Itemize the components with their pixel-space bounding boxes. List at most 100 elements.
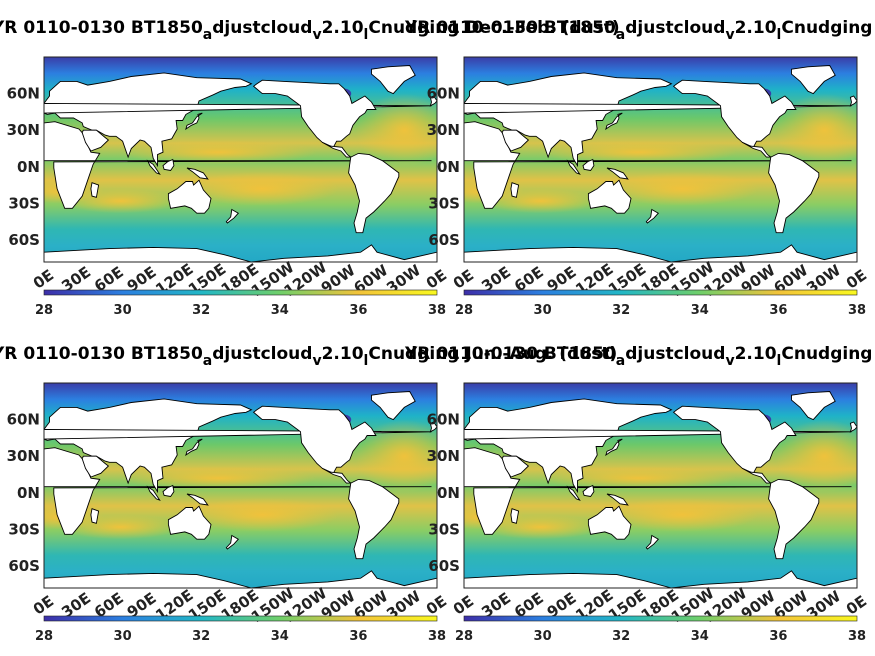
land-australia	[167, 505, 212, 540]
y-tick-label: 30S	[8, 520, 40, 538]
map-frame	[43, 382, 438, 589]
land-antarctica	[44, 570, 437, 588]
title-segment: YR 0110-0130 BT1850	[404, 18, 616, 38]
colorbar-tick-label: 36	[769, 303, 787, 318]
colorbar-tick-label: 30	[114, 303, 132, 318]
colorbar-gradient	[463, 615, 858, 622]
warm-anomaly	[185, 171, 339, 206]
land-south-america	[348, 152, 400, 234]
warm-anomaly	[120, 139, 317, 165]
land-new-guinea	[186, 493, 209, 506]
land-south-america	[768, 478, 820, 560]
warm-anomaly	[120, 465, 317, 491]
title-segment: 2.10	[735, 18, 777, 38]
colorbar-tick-label: 36	[349, 629, 367, 644]
colorbar-tick-label: 32	[612, 629, 630, 644]
land-eurasia	[464, 72, 673, 168]
land-north-america	[252, 405, 377, 474]
y-tick-label: 30S	[8, 194, 40, 212]
land-greenland	[791, 391, 836, 421]
y-tick-label: 30S	[428, 194, 460, 212]
title-segment: djustcloud	[625, 344, 725, 364]
land-eurasia	[44, 398, 253, 494]
land-madagascar	[510, 508, 520, 524]
map-frame	[463, 382, 858, 589]
land-north-america	[672, 405, 797, 474]
colorbar-tick-label: 38	[848, 303, 866, 318]
title-subscript: v	[725, 353, 734, 369]
warm-anomaly	[540, 465, 737, 491]
warm-anomaly	[355, 93, 437, 167]
land-new-guinea	[606, 493, 629, 506]
colorbar-tick-label: 32	[192, 303, 210, 318]
colorbar-tick-label: 32	[192, 629, 210, 644]
x-tick-label: 0E	[423, 266, 450, 293]
colorbar-gradient	[43, 615, 438, 622]
y-tick-label: 30N	[7, 447, 40, 465]
y-tick-label: 0N	[437, 484, 460, 502]
land-indonesia-borneo	[162, 158, 175, 171]
warm-anomaly	[540, 139, 737, 165]
land-japan	[605, 112, 623, 131]
y-tick-label: 0N	[437, 158, 460, 176]
y-tick-label: 60N	[7, 85, 40, 103]
land-africa-eurasia	[44, 121, 432, 209]
colorbar-tick-label: 34	[271, 629, 289, 644]
panel-title: YR 0110-0130 BT1850adjustcloudv2.10lCnud…	[404, 344, 875, 369]
warm-anomaly	[775, 93, 857, 167]
title-segment: djustcloud	[212, 344, 312, 364]
land-new-zealand	[645, 208, 660, 224]
colorbar-tick-label: 36	[769, 629, 787, 644]
land-north-america	[672, 79, 797, 148]
land-greenland	[371, 65, 416, 95]
warm-anomaly	[775, 419, 857, 493]
colorbar-tick-label: 34	[691, 303, 709, 318]
y-tick-label: 30N	[7, 121, 40, 139]
warm-anomaly	[605, 497, 759, 532]
y-tick-label: 60S	[8, 231, 40, 249]
land-north-america	[252, 79, 377, 148]
y-tick-label: 30S	[428, 520, 460, 538]
land-antarctica	[464, 570, 857, 588]
land-indonesia-sumatra	[146, 159, 161, 175]
x-tick-label: 0E	[423, 592, 450, 619]
land-new-guinea	[186, 167, 209, 180]
title-segment: Cnudging Jun.-Aug. (dust)	[368, 344, 617, 364]
panel-title: YR 0110-0130 BT1850adjustcloudv2.10lCnud…	[404, 18, 875, 43]
title-subscript: a	[203, 27, 212, 43]
colorbar: 28 30 32 34 36 38	[35, 615, 446, 644]
y-tick-label: 60S	[8, 557, 40, 575]
panel-title: YR 0110-0130 BT1850adjustcloudv2.10lCnud…	[0, 344, 617, 369]
land-greenland	[371, 391, 416, 421]
land-eurasia	[44, 72, 253, 168]
y-tick-label: 30N	[427, 121, 460, 139]
colorbar-tick-label: 30	[534, 303, 552, 318]
land-caspian-arabia	[81, 129, 110, 152]
land-caspian-arabia	[501, 455, 530, 478]
title-subscript: a	[616, 353, 625, 369]
y-tick-label: 0N	[17, 484, 40, 502]
land-japan	[185, 112, 203, 131]
land-caspian-arabia	[81, 455, 110, 478]
y-tick-label: 60S	[428, 557, 460, 575]
x-tick-label: 0E	[843, 266, 870, 293]
land-antarctica	[464, 244, 857, 262]
colorbar-tick-label: 30	[114, 629, 132, 644]
land-south-america	[348, 478, 400, 560]
title-segment: YR 0110-0130 BT1850	[0, 344, 203, 364]
title-segment: YR 0110-0130 BT1850	[404, 344, 616, 364]
x-tick-label: 0E	[30, 266, 57, 293]
colorbar-tick-label: 34	[691, 629, 709, 644]
land-new-guinea	[606, 167, 629, 180]
panel-title: YR 0110-0130 BT1850adjustcloudv2.10lCnud…	[0, 18, 620, 43]
colorbar-tick-label: 38	[428, 303, 446, 318]
land-madagascar	[510, 182, 520, 198]
land-indonesia-borneo	[162, 484, 175, 497]
title-segment: 2.10	[735, 344, 777, 364]
land-indonesia-sumatra	[566, 485, 581, 501]
land-eurasia	[464, 398, 673, 494]
title-segment: Cnudging Dec.-Feb. (dust)	[368, 18, 619, 38]
land-australia	[587, 505, 632, 540]
land-uk	[429, 95, 437, 107]
